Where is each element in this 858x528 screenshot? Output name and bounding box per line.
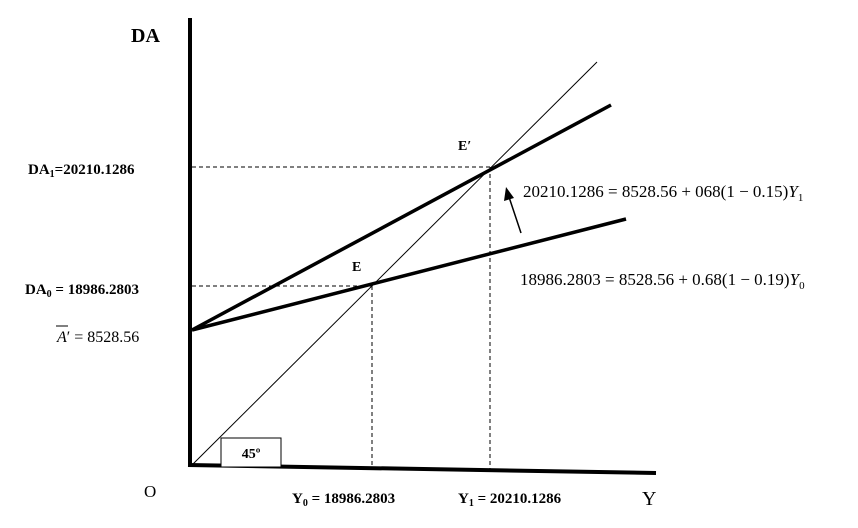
angle-label: 45º (242, 447, 261, 462)
y0-value-label: Y0 = 18986.2803 (292, 491, 395, 509)
angle-box (220, 437, 282, 468)
da1-level-label: DA1=20210.1286 (28, 162, 135, 180)
forty-five-degree-line (191, 61, 598, 466)
autonomous-spending-label: A′ = 8528.56 (56, 329, 139, 346)
upper-equation: 20210.1286 = 8528.56 + 068(1 − 0.15)Y1 (523, 182, 803, 204)
y1-value-label: Y1 = 20210.1286 (458, 491, 562, 509)
da-lower-line (191, 217, 627, 332)
e-prime-point-label: E′ (458, 139, 471, 154)
y-axis-label: DA (131, 25, 160, 47)
da-upper-line (191, 103, 612, 332)
da0-level-label: DA0 = 18986.2803 (25, 282, 139, 300)
lower-equation: 18986.2803 = 8528.56 + 0.68(1 − 0.19)Y0 (520, 270, 805, 292)
shift-arrow-line (508, 196, 522, 234)
x-axis-label: Y (642, 488, 656, 510)
origin-label: O (144, 482, 156, 501)
e-point-label: E (352, 260, 361, 275)
shift-arrow-head (504, 187, 514, 201)
